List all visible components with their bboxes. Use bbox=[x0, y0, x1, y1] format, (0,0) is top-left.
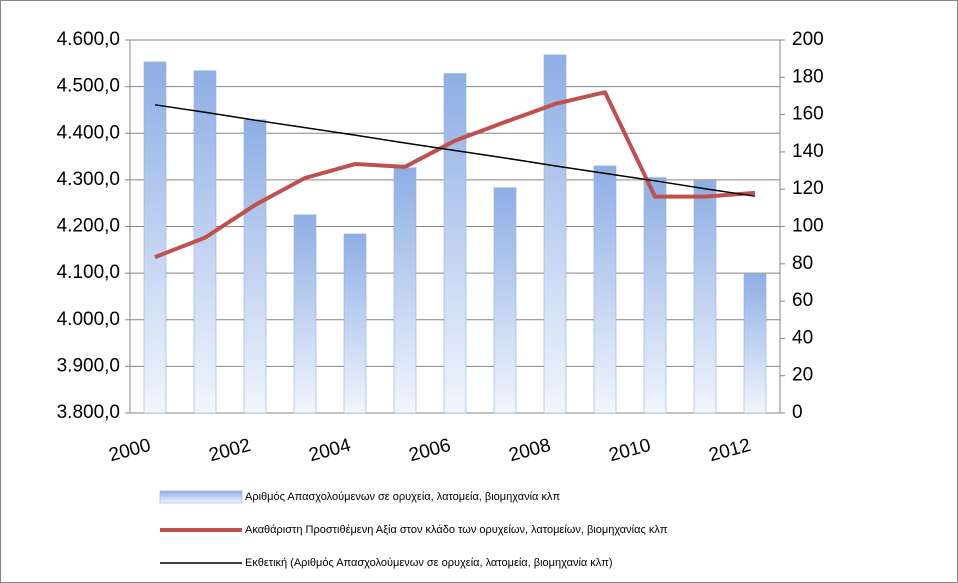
y2-tick-label: 180 bbox=[792, 66, 824, 87]
legend-label: Εκθετική (Αριθμός Απασχολούμενων σε ορυχ… bbox=[245, 557, 613, 569]
y-tick-label: 4.300,0 bbox=[57, 169, 120, 190]
y2-tick-label: 80 bbox=[792, 253, 813, 274]
y2-tick-label: 120 bbox=[792, 178, 824, 199]
legend-label: Αριθμός Απασχολούμενων σε ορυχεία, λατομ… bbox=[245, 491, 560, 503]
y-tick-label: 4.400,0 bbox=[57, 122, 120, 143]
bar bbox=[493, 187, 517, 414]
bar bbox=[643, 177, 667, 414]
bar bbox=[743, 273, 767, 414]
y-tick-label: 4.200,0 bbox=[57, 216, 120, 237]
bar bbox=[293, 214, 317, 414]
legend-swatch bbox=[159, 490, 243, 504]
bar bbox=[443, 73, 467, 414]
y-tick-label: 4.100,0 bbox=[57, 262, 120, 283]
line bbox=[154, 104, 756, 197]
bar bbox=[543, 54, 567, 414]
y-tick-label: 3.900,0 bbox=[57, 355, 120, 376]
bar bbox=[143, 61, 167, 414]
y2-tick-label: 140 bbox=[792, 141, 824, 162]
bar bbox=[243, 119, 267, 414]
legend-label: Ακαθάριστη Προστιθέμενη Αξία στον κλάδο … bbox=[245, 524, 668, 536]
y-tick-label: 4.500,0 bbox=[57, 76, 120, 97]
bar bbox=[343, 233, 367, 414]
y2-tick-label: 20 bbox=[792, 365, 813, 386]
y2-tick-label: 100 bbox=[792, 216, 824, 237]
bar bbox=[693, 180, 717, 414]
line bbox=[154, 90, 756, 259]
y2-tick-label: 160 bbox=[792, 104, 824, 125]
bar bbox=[393, 167, 417, 414]
y2-tick-label: 200 bbox=[792, 29, 824, 50]
y2-tick-label: 40 bbox=[792, 327, 813, 348]
y-tick-label: 4.000,0 bbox=[57, 309, 120, 330]
y2-tick-label: 60 bbox=[792, 290, 813, 311]
bar bbox=[593, 165, 617, 414]
y2-tick-label: 0 bbox=[792, 402, 803, 423]
y-tick-label: 4.600,0 bbox=[57, 29, 120, 50]
y-tick-label: 3.800,0 bbox=[57, 402, 120, 423]
